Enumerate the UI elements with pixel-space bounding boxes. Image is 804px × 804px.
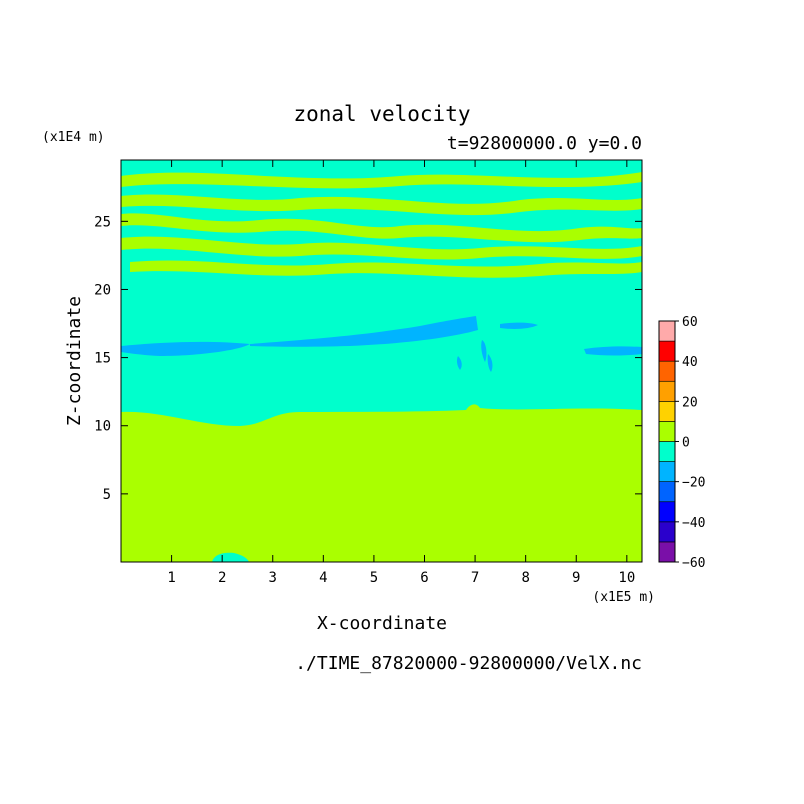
source-file-label: ./TIME_87820000-92800000/VelX.nc	[295, 653, 642, 674]
x-axis-label: X-coordinate	[317, 613, 447, 634]
x-tick-label-7: 8	[521, 570, 529, 586]
x-tick-label-5: 6	[420, 570, 428, 586]
x-tick-label-9: 10	[618, 570, 635, 586]
x-unit-label: (x1E5 m)	[592, 590, 655, 605]
colorbar-box-1	[658, 521, 676, 543]
y-tick-label-0: 5	[103, 487, 111, 503]
region-upper-band-3	[121, 213, 642, 243]
y-axis-label: Z-coordinate	[64, 296, 85, 426]
region-negative-band-right	[584, 346, 642, 356]
y-tick-label-3: 20	[94, 282, 111, 298]
region-negative-band-streak	[500, 322, 538, 329]
colorbar-box-9	[658, 360, 676, 382]
x-tick-label-1: 2	[218, 570, 226, 586]
colorbar-label-3: 0	[682, 436, 690, 451]
y-tick-label-1: 10	[94, 419, 111, 435]
region-negative-band-center	[250, 316, 478, 347]
colorbar-label-2: 20	[682, 395, 698, 410]
x-tick-label-3: 4	[319, 570, 327, 586]
colorbar-box-4	[658, 461, 676, 482]
region-upper-band-5	[130, 260, 642, 278]
colorbar-box-3	[658, 481, 676, 503]
region-negative-drip-2	[487, 354, 493, 372]
y-axis-ticks: 5 10 15 20 25	[94, 214, 642, 503]
x-tick-label-4: 5	[370, 570, 378, 586]
plot-area	[121, 160, 642, 562]
x-tick-label-6: 7	[471, 570, 479, 586]
x-tick-label-2: 3	[269, 570, 277, 586]
region-upper-band-4	[121, 236, 642, 260]
region-lower-bubble	[212, 552, 249, 562]
region-negative-band-left	[121, 341, 250, 356]
colorbar-box-8	[658, 380, 676, 402]
colorbar-boxes	[658, 320, 676, 563]
region-upper-band-1	[121, 172, 642, 189]
region-lower-layer	[121, 404, 642, 562]
region-negative-drip-3	[456, 356, 462, 370]
colorbar-box-2	[658, 501, 676, 523]
colorbar-box-0	[658, 541, 676, 563]
colorbar-box-7	[658, 401, 676, 422]
colorbar-box-6	[658, 421, 676, 442]
region-upper-band-2	[121, 194, 642, 216]
y-tick-label-4: 25	[94, 214, 111, 230]
colorbar-label-4: −20	[682, 476, 705, 491]
colorbar: 60 40 20 0 −20 −40 −60	[658, 315, 705, 571]
colorbar-label-0: 60	[682, 315, 698, 330]
chart-title: zonal velocity	[293, 102, 470, 126]
colorbar-box-11	[658, 320, 676, 342]
colorbar-box-10	[658, 340, 676, 362]
chart-subtitle: t=92800000.0 y=0.0	[447, 133, 642, 154]
x-axis-ticks: 1 2 3 4 5 6 7 8 9 10	[167, 160, 635, 586]
x-tick-label-0: 1	[167, 570, 175, 586]
plot-frame	[120, 159, 643, 563]
colorbar-label-5: −40	[682, 516, 705, 531]
y-unit-label: (x1E4 m)	[42, 130, 105, 145]
colorbar-labels: 60 40 20 0 −20 −40 −60	[675, 315, 705, 571]
x-tick-label-8: 9	[572, 570, 580, 586]
colorbar-box-5	[658, 441, 676, 462]
colorbar-label-6: −60	[682, 556, 705, 571]
y-tick-label-2: 15	[94, 351, 111, 367]
region-negative-drip-1	[481, 340, 487, 362]
colorbar-label-1: 40	[682, 355, 698, 370]
